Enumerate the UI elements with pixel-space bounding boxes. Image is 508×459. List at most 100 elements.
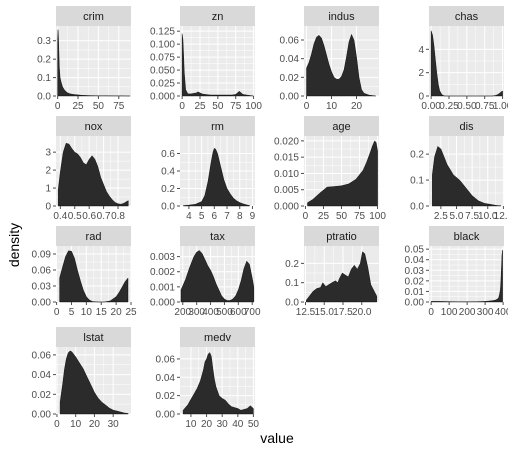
facet-strip [429,226,504,246]
y-tick-label: 0.2 [161,184,175,195]
y-tick-label: 0.002 [150,267,175,278]
y-tick-label: 0.2 [410,150,424,161]
y-tick-label: 0.050 [150,66,175,77]
y-tick-label: 0.001 [150,282,175,293]
facet-strip [180,116,255,136]
y-tick-label: 0.020 [274,136,299,147]
x-tick-label: 0.25 [439,101,459,112]
density-area [59,350,129,415]
density-area [306,33,376,97]
facet-strip-label: rm [211,121,224,133]
facet-panel-indus: indus 0 10 20 0.00 0.02 0.04 0.06 [280,6,379,112]
facet-panel-rad: rad 0 5 10 15 20 25 0.00 0.03 0.06 0.09 [32,226,137,318]
x-tick-label: 0 [55,101,61,112]
x-tick-label: 0.50 [457,101,477,112]
y-tick-label: 0 [45,202,51,213]
x-tick-label: 400 [495,307,508,318]
x-tick-label: 0 [303,211,309,222]
density-area [180,250,254,303]
y-tick-label: 0.03 [405,266,425,277]
x-tick-label: 0.7 [97,211,111,222]
x-tick-label: 15.0 [315,307,335,318]
facet-panel-zn: zn 0 25 50 75 100 0.000 0.025 0.050 0.075 0.100 0.1… [150,6,262,112]
y-tick-label: 0.04 [32,370,52,381]
facet-strip [56,327,131,347]
x-tick-label: 12.5 [296,307,316,318]
facet-panel-ptratio: ptratio 12.5 15.0 17.5 20.0 0.0 0.1 0.2 [285,226,379,318]
panel-background [56,26,131,96]
x-tick-label: 0.75 [475,101,495,112]
x-tick-label: 30 [217,419,229,430]
x-tick-label: 0.8 [111,211,125,222]
facet-panel-age: age 0 25 50 75 100 0.000 0.005 0.010 0.015 0.020 [274,116,386,222]
y-tick-label: 0.06 [32,266,52,277]
facet-panel-lstat: lstat 0 10 20 30 0.00 0.02 0.04 0.06 [32,327,131,430]
y-tick-label: 0.1 [37,73,51,84]
x-axis-title: value [260,430,294,446]
x-tick-label: 600 [230,307,247,318]
y-tick-label: 0.1 [285,278,299,289]
x-tick-label: 300 [188,307,205,318]
facet-strip-label: chas [455,11,479,23]
x-tick-label: 300 [477,307,494,318]
x-tick-label: 2.5 [434,211,448,222]
y-tick-label: 0.6 [161,149,175,160]
y-tick-label: 0.000 [150,298,175,309]
y-tick-label: 0.025 [150,79,175,90]
x-tick-label: 50 [248,419,260,430]
y-tick-label: 0.005 [274,185,299,196]
y-tick-label: 0 [418,92,424,103]
density-area [432,146,502,207]
x-tick-label: 25 [318,211,330,222]
y-tick-label: 4 [418,45,424,56]
x-tick-label: 17.5 [333,307,353,318]
x-tick-label: 0 [54,307,60,318]
x-tick-label: 200 [174,307,191,318]
facet-strip-label: black [454,231,480,243]
facet-strip [56,116,131,136]
facet-strip [180,226,255,246]
x-tick-label: 0 [54,419,60,430]
facet-panel-dis: dis 2.55.07.510.012.5 0.0 0.1 0.2 [410,116,508,222]
x-tick-label: 4 [186,211,192,222]
y-tick-label: 0.02 [156,391,176,402]
density-area [183,147,250,207]
facet-strip-label: lstat [83,332,103,344]
x-tick-label: 10 [81,307,93,318]
density-area [430,30,503,97]
x-tick-label: 0 [179,101,185,112]
y-tick-label: 0.075 [150,53,175,64]
y-tick-label: 0.003 [150,252,175,263]
y-tick-label: 0.4 [161,167,175,178]
x-tick-label: 0 [428,307,434,318]
y-tick-label: 0.06 [156,354,176,365]
x-tick-label: 50 [212,101,224,112]
y-tick-label: 0.00 [405,298,425,309]
y-tick-label: 0.1 [410,176,424,187]
x-tick-label: 5 [69,307,75,318]
y-tick-label: 0.06 [32,350,52,361]
y-tick-label: 0.02 [405,276,425,287]
density-area [59,250,129,303]
x-tick-label: 75 [113,101,125,112]
y-tick-label: 0.0 [37,92,51,103]
facet-strip [180,327,255,347]
facet-strip [304,6,379,26]
facet-panel-chas: chas 0.000.250.500.751.00 0 2 4 [418,6,508,112]
x-tick-label: 5 [199,211,205,222]
y-tick-label: 0.2 [285,259,299,270]
density-area [306,251,377,303]
x-tick-label: 400 [202,307,219,318]
x-tick-label: 5.0 [450,211,464,222]
x-tick-label: 7.5 [465,211,479,222]
facet-strip [304,226,379,246]
x-tick-label: 15 [96,307,108,318]
density-area [182,352,254,415]
y-tick-label: 0.00 [32,298,52,309]
density-area [431,250,503,303]
facet-strip-label: zn [212,11,224,23]
x-tick-label: 50 [336,211,348,222]
x-tick-label: 10 [326,101,338,112]
